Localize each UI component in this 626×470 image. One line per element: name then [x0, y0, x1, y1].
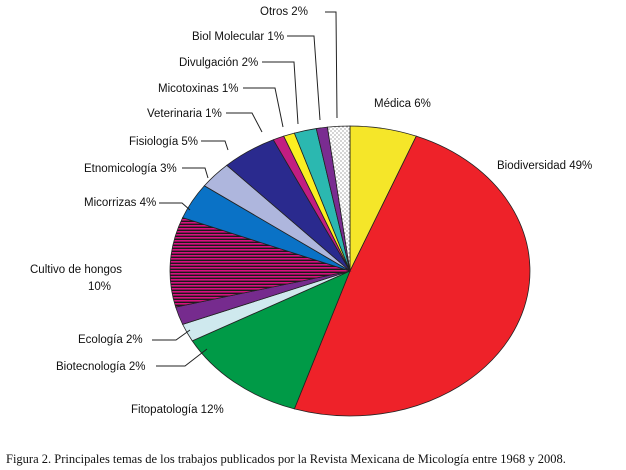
- label-micorrizas: Micorrizas 4%: [84, 197, 156, 209]
- label-biodiversidad: Biodiversidad 49%: [497, 160, 592, 172]
- label-cultivo-de-hongos: Cultivo de hongos 10%: [30, 264, 122, 293]
- label-fisiologia: Fisiología 5%: [129, 136, 198, 148]
- slice-otros: [326, 125, 351, 272]
- figure-caption: Figura 2. Principales temas de los traba…: [6, 452, 566, 466]
- label-ecologia: Ecología 2%: [78, 334, 143, 346]
- label-etnomicologia: Etnomicología 3%: [84, 163, 177, 175]
- pie-slices: [169, 125, 531, 417]
- leader-divulgacion: [262, 61, 299, 125]
- leader-etnomicologia: [182, 167, 209, 179]
- slice-biodiversidad: [293, 135, 531, 417]
- leader-micorrizas: [159, 202, 191, 211]
- label-veterinaria: Veterinaria 1%: [147, 108, 222, 120]
- leader-veterinaria: [226, 112, 263, 133]
- label-medica: Médica 6%: [374, 98, 431, 110]
- slice-cultivo-de-hongos: [169, 217, 352, 308]
- label-leaders: [152, 11, 338, 367]
- label-biotecnologia: Biotecnología 2%: [56, 361, 146, 373]
- leader-micotoxinas: [243, 87, 284, 128]
- label-micotoxinas: Micotoxinas 1%: [158, 83, 239, 95]
- slice-fitopatologia: [191, 270, 351, 410]
- leader-fisiologia: [201, 140, 229, 151]
- label-fitopatologia: Fitopatología 12%: [131, 404, 224, 416]
- leader-otros: [325, 11, 338, 119]
- leader-biotecnologia: [156, 348, 208, 367]
- label-biol-molecular: Biol Molecular 1%: [192, 31, 284, 43]
- slice-labels: Médica 6% Biodiversidad 49% Fitopatología …: [30, 6, 592, 416]
- leader-ecologia: [152, 329, 191, 341]
- label-divulgacion: Divulgación 2%: [179, 57, 258, 69]
- label-otros: Otros 2%: [260, 6, 308, 18]
- leader-biol-molecular: [287, 35, 321, 121]
